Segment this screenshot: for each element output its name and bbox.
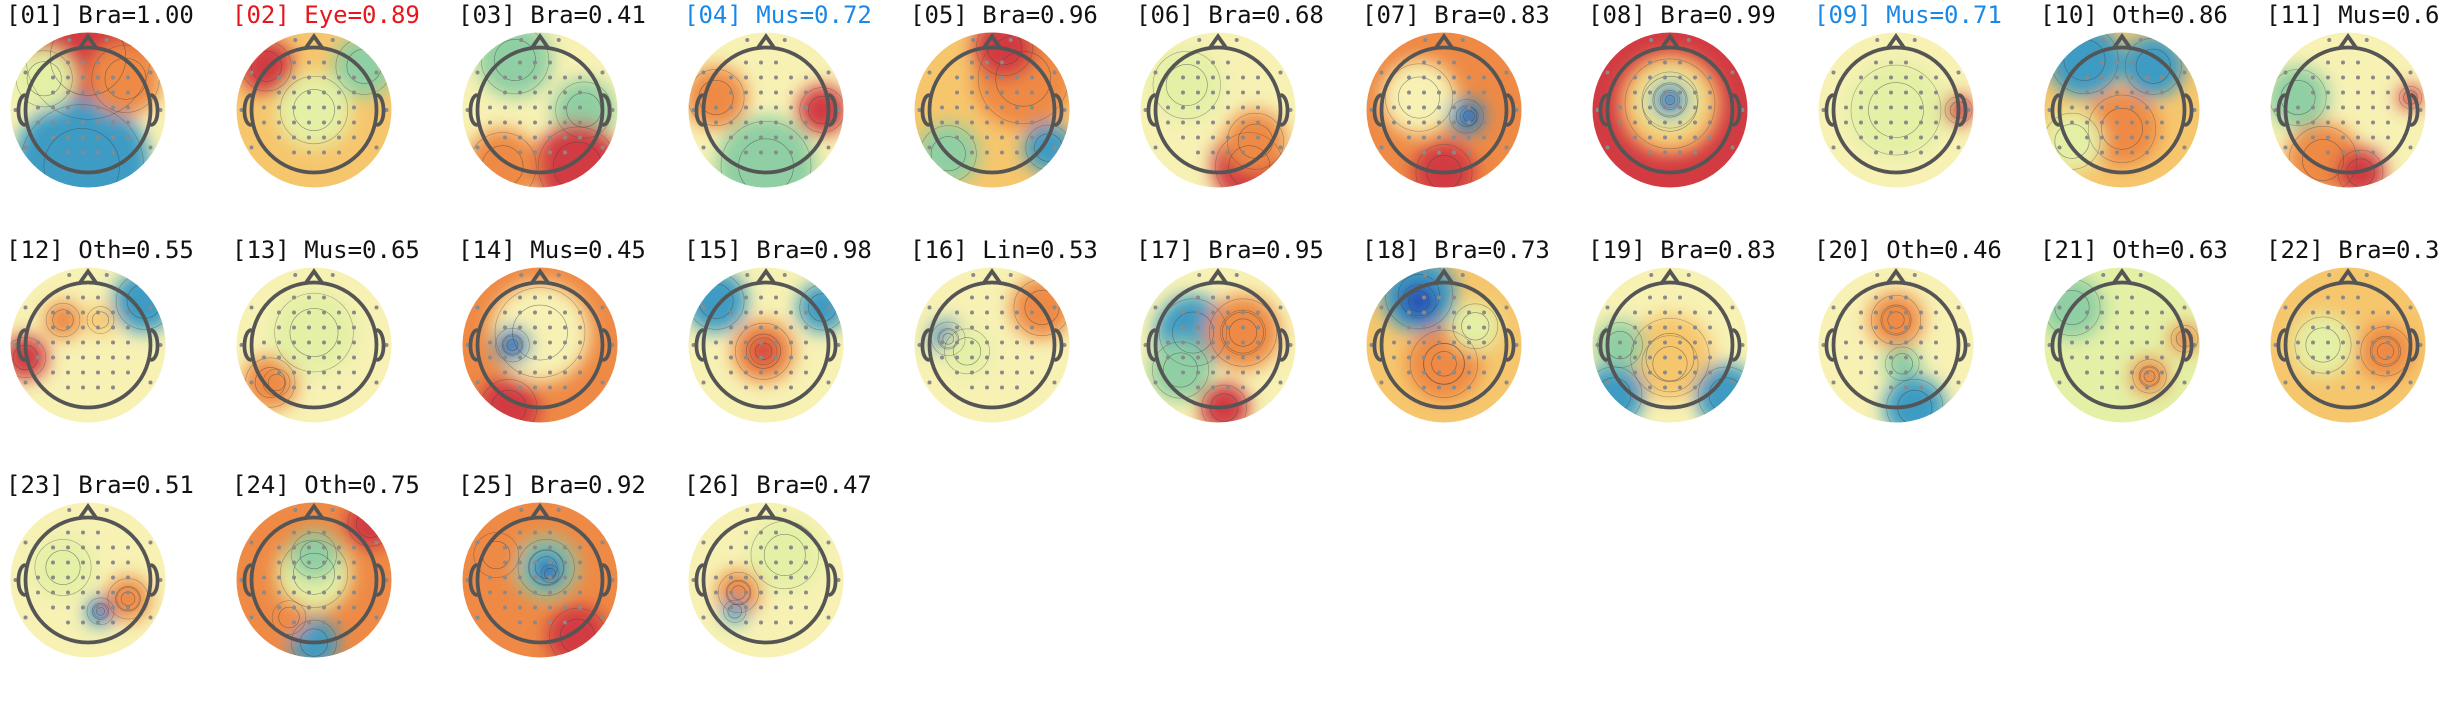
component-title: [14] Mus=0.45: [458, 236, 646, 264]
component-title: [17] Bra=0.95: [1136, 236, 1324, 264]
scalp-map-icon: [914, 32, 1070, 188]
component-cell[interactable]: [11] Mus=0.63: [2260, 0, 2438, 235]
component-title: [10] Oth=0.86: [2040, 1, 2228, 29]
component-title: [12] Oth=0.55: [6, 236, 194, 264]
component-grid: [01] Bra=1.00 [02] Eye=0.89 [03] Bra=0.41 […: [0, 0, 2438, 658]
scalp-map-icon: [2044, 32, 2200, 188]
scalp-map-icon: [10, 502, 166, 658]
scalp-map-icon: [236, 502, 392, 658]
scalp-map-icon: [10, 32, 166, 188]
component-title: [05] Bra=0.96: [910, 1, 1098, 29]
scalp-map-icon: [1818, 267, 1974, 423]
component-cell[interactable]: [06] Bra=0.68: [1130, 0, 1356, 235]
component-title: [25] Bra=0.92: [458, 471, 646, 499]
component-title: [26] Bra=0.47: [684, 471, 872, 499]
scalp-map-icon: [688, 502, 844, 658]
component-title: [20] Oth=0.46: [1814, 236, 2002, 264]
scalp-map-icon: [1592, 32, 1748, 188]
component-cell[interactable]: [17] Bra=0.95: [1130, 235, 1356, 470]
scalp-map-icon: [688, 32, 844, 188]
scalp-map-icon: [914, 267, 1070, 423]
component-cell[interactable]: [07] Bra=0.83: [1356, 0, 1582, 235]
component-cell[interactable]: [04] Mus=0.72: [678, 0, 904, 235]
component-title: [11] Mus=0.63: [2266, 1, 2438, 29]
component-cell[interactable]: [01] Bra=1.00: [0, 0, 226, 235]
scalp-map-icon: [1140, 32, 1296, 188]
component-cell[interactable]: [21] Oth=0.63: [2034, 235, 2260, 470]
component-title: [16] Lin=0.53: [910, 236, 1098, 264]
component-cell[interactable]: [10] Oth=0.86: [2034, 0, 2260, 235]
component-cell[interactable]: [26] Bra=0.47: [678, 470, 904, 705]
component-title: [19] Bra=0.83: [1588, 236, 1776, 264]
component-cell[interactable]: [02] Eye=0.89: [226, 0, 452, 235]
component-cell[interactable]: [18] Bra=0.73: [1356, 235, 1582, 470]
component-title: [15] Bra=0.98: [684, 236, 872, 264]
component-cell[interactable]: [22] Bra=0.38: [2260, 235, 2438, 470]
component-cell[interactable]: [16] Lin=0.53: [904, 235, 1130, 470]
component-cell[interactable]: [09] Mus=0.71: [1808, 0, 2034, 235]
scalp-map-icon: [1818, 32, 1974, 188]
scalp-map-icon: [1366, 32, 1522, 188]
component-cell[interactable]: [13] Mus=0.65: [226, 235, 452, 470]
scalp-map-icon: [236, 32, 392, 188]
scalp-map-icon: [236, 267, 392, 423]
component-title: [18] Bra=0.73: [1362, 236, 1550, 264]
component-cell[interactable]: [20] Oth=0.46: [1808, 235, 2034, 470]
component-cell[interactable]: [23] Bra=0.51: [0, 470, 226, 705]
component-title: [04] Mus=0.72: [684, 1, 872, 29]
component-title: [24] Oth=0.75: [232, 471, 420, 499]
scalp-map-icon: [2270, 32, 2426, 188]
component-cell[interactable]: [08] Bra=0.99: [1582, 0, 1808, 235]
component-title: [21] Oth=0.63: [2040, 236, 2228, 264]
scalp-map-icon: [2044, 267, 2200, 423]
component-cell[interactable]: [24] Oth=0.75: [226, 470, 452, 705]
component-cell[interactable]: [12] Oth=0.55: [0, 235, 226, 470]
component-title: [06] Bra=0.68: [1136, 1, 1324, 29]
scalp-map-icon: [10, 267, 166, 423]
component-cell[interactable]: [15] Bra=0.98: [678, 235, 904, 470]
component-title: [08] Bra=0.99: [1588, 1, 1776, 29]
component-title: [22] Bra=0.38: [2266, 236, 2438, 264]
scalp-map-icon: [688, 267, 844, 423]
component-title: [07] Bra=0.83: [1362, 1, 1550, 29]
component-cell[interactable]: [14] Mus=0.45: [452, 235, 678, 470]
component-title: [23] Bra=0.51: [6, 471, 194, 499]
component-title: [02] Eye=0.89: [232, 1, 420, 29]
component-title: [09] Mus=0.71: [1814, 1, 2002, 29]
scalp-map-icon: [1366, 267, 1522, 423]
component-title: [03] Bra=0.41: [458, 1, 646, 29]
scalp-map-icon: [1140, 267, 1296, 423]
component-cell[interactable]: [05] Bra=0.96: [904, 0, 1130, 235]
component-cell[interactable]: [19] Bra=0.83: [1582, 235, 1808, 470]
scalp-map-icon: [1592, 267, 1748, 423]
scalp-map-icon: [462, 267, 618, 423]
scalp-map-icon: [462, 502, 618, 658]
component-title: [13] Mus=0.65: [232, 236, 420, 264]
scalp-map-icon: [2270, 267, 2426, 423]
component-cell[interactable]: [25] Bra=0.92: [452, 470, 678, 705]
component-cell[interactable]: [03] Bra=0.41: [452, 0, 678, 235]
scalp-map-icon: [462, 32, 618, 188]
component-title: [01] Bra=1.00: [6, 1, 194, 29]
